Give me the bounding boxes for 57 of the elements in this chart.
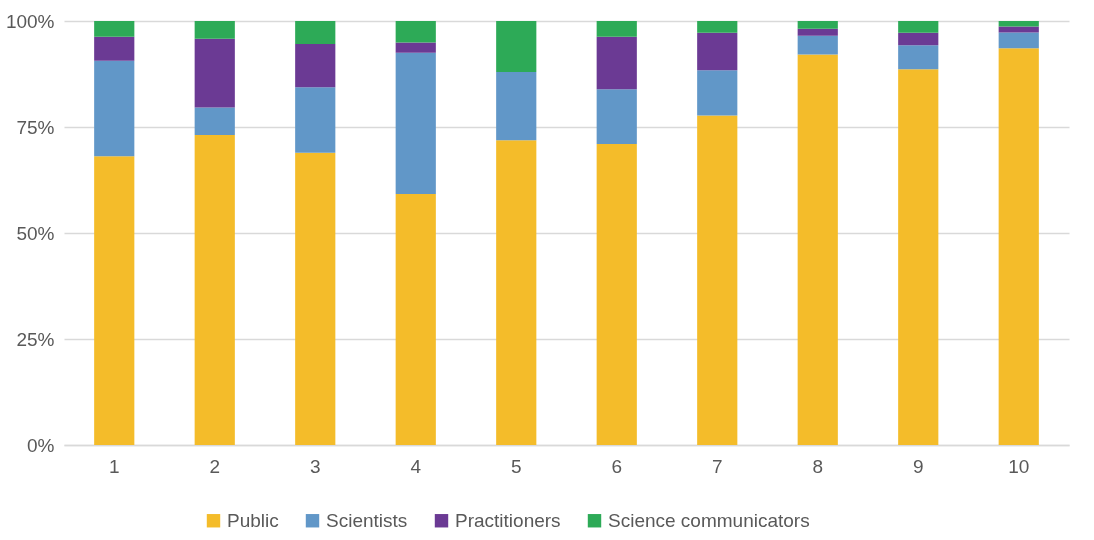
bar bbox=[697, 32, 738, 71]
bar bbox=[395, 52, 436, 194]
bar bbox=[898, 69, 939, 445]
legend-label: Practitioners bbox=[455, 509, 561, 531]
bar bbox=[998, 32, 1039, 49]
bar bbox=[395, 42, 436, 53]
x-tick-label: 10 bbox=[1008, 455, 1030, 477]
bar bbox=[194, 38, 235, 108]
legend-label: Science communicators bbox=[608, 509, 810, 531]
bar bbox=[998, 48, 1039, 445]
bar bbox=[697, 115, 738, 445]
bar bbox=[998, 21, 1039, 27]
x-tick-label: 2 bbox=[209, 455, 221, 477]
bar bbox=[697, 21, 738, 33]
bar bbox=[898, 45, 939, 70]
x-tick-label: 5 bbox=[510, 455, 522, 477]
bar bbox=[797, 35, 838, 55]
bar bbox=[697, 70, 738, 116]
bar bbox=[295, 87, 336, 153]
legend-label: Scientists bbox=[326, 509, 408, 531]
x-tick-label: 6 bbox=[611, 455, 623, 477]
bar bbox=[898, 21, 939, 33]
x-tick-label: 9 bbox=[912, 455, 924, 477]
y-tick-label: 100% bbox=[5, 10, 55, 32]
bar bbox=[596, 89, 637, 144]
bar bbox=[194, 21, 235, 39]
bar bbox=[395, 193, 436, 445]
bar bbox=[596, 143, 637, 445]
bar bbox=[94, 36, 135, 61]
bar bbox=[295, 21, 336, 44]
bar bbox=[496, 21, 537, 72]
bar bbox=[395, 21, 436, 43]
bar bbox=[194, 135, 235, 445]
bar bbox=[496, 71, 537, 141]
bar bbox=[496, 140, 537, 445]
x-tick-label: 4 bbox=[410, 455, 422, 477]
bar bbox=[596, 36, 637, 90]
y-tick-label: 25% bbox=[16, 328, 55, 350]
bar bbox=[797, 54, 838, 445]
bar bbox=[194, 107, 235, 136]
bar bbox=[295, 43, 336, 88]
bar bbox=[797, 21, 838, 29]
x-tick-label: 8 bbox=[812, 455, 824, 477]
bar bbox=[797, 28, 838, 36]
x-tick-label: 1 bbox=[108, 455, 120, 477]
bar bbox=[295, 152, 336, 445]
bar bbox=[596, 21, 637, 37]
bar bbox=[898, 32, 939, 46]
legend-label: Public bbox=[227, 509, 279, 531]
y-tick-label: 0% bbox=[27, 434, 55, 456]
bar bbox=[94, 60, 135, 157]
bar bbox=[94, 156, 135, 445]
y-tick-label: 75% bbox=[16, 116, 55, 138]
x-tick-label: 7 bbox=[711, 455, 723, 477]
y-tick-label: 50% bbox=[16, 222, 55, 244]
bar bbox=[94, 21, 135, 37]
x-tick-label: 3 bbox=[309, 455, 321, 477]
